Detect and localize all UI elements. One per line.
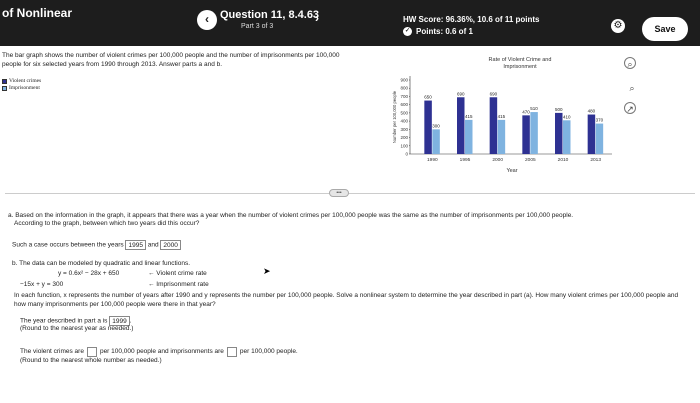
part-b-text: In each function, x represents the numbe… [14,292,679,308]
data-label: 470 [522,109,530,114]
hw-score: HW Score: 96.36%, 10.6 of 11 points [403,15,540,24]
y-tick-label: 0 [405,152,408,157]
x-tick-label: 2010 [558,157,569,163]
check-icon: ✓ [403,27,412,36]
y-tick-label: 700 [400,94,408,99]
y-tick-label: 600 [400,102,408,107]
part-a-answer-line: Such a case occurs between the years 199… [12,240,181,250]
divider [5,193,695,194]
question-part: Part 3 of 3 [241,23,274,30]
data-label: 480 [588,109,596,114]
chevron-right-icon: › [315,11,319,25]
year-prefix: The year described in part a is [20,317,108,325]
x-axis-label: Year [506,168,517,174]
legend-item-violent: Violent crimes [2,78,41,85]
equation-imprisonment: −15x + y = 300 [20,281,64,288]
year1-input[interactable]: 1995 [125,240,146,250]
bar-imprisonment [497,119,506,154]
previous-question-button[interactable]: ‹ [197,10,217,30]
equation-imprisonment-label: ← Imprisonment rate [148,281,209,288]
final-note: (Round to the nearest whole number as ne… [20,357,162,364]
y-axis-label: Number per 100,000 people [392,90,397,143]
app-title: of Nonlinear [2,6,73,20]
data-label: 650 [424,95,432,100]
problem-intro: The bar graph shows the number of violen… [2,52,340,68]
x-tick-label: 2000 [492,157,503,163]
imprisonments-input[interactable] [226,347,237,357]
bar-violent [587,114,596,154]
bar-imprisonment [595,123,604,154]
final-suffix: per 100,000 people. [239,347,298,355]
data-label: 510 [530,106,538,111]
legend-item-imprisonment: Imprisonment [2,85,41,92]
y-tick-label: 100 [400,143,408,148]
data-label: 300 [432,123,440,128]
data-label: 415 [465,114,473,119]
legend-label: Imprisonment [9,85,40,91]
final-mid: per 100,000 people and imprisonments are [99,347,224,355]
y-tick-label: 500 [400,110,408,115]
equation-violent-label: ← Violent crime rate [148,270,207,277]
x-tick-label: 1990 [427,157,438,163]
data-label: 415 [498,114,506,119]
part-b-title: b. The data can be modeled by quadratic … [12,260,191,267]
violent-crimes-input[interactable] [86,347,97,357]
zoom-in-icon[interactable]: ⌕ [624,57,636,69]
legend-swatch [2,79,7,84]
legend-swatch [2,86,7,91]
part-a-question: a. Based on the information in the graph… [8,212,574,219]
data-label: 690 [457,91,465,96]
question-title: Question 11, 8.4.63 [220,9,320,21]
bar-imprisonment [432,129,440,154]
data-label: 690 [490,91,498,96]
answer-mid: and [147,241,159,249]
final-answer-line: The violent crimes are per 100,000 peopl… [20,347,298,357]
bar-violent [555,112,563,154]
points-label: Points: 0.6 of 1 [416,27,473,36]
x-tick-label: 1995 [460,157,471,163]
bar-imprisonment [530,112,538,154]
data-label: 500 [555,107,563,112]
zoom-out-icon[interactable]: ⌕ [629,83,635,93]
x-tick-label: 2005 [525,157,536,163]
chart-legend: Violent crimes Imprisonment [2,78,41,92]
y-tick-label: 800 [400,86,408,91]
year-answer-line: The year described in part a is 1999. [20,316,132,326]
equation-violent: y = 0.6x² − 28x + 650 [58,270,120,277]
bar-violent [424,100,432,154]
save-button[interactable]: Save [642,17,688,41]
bar-imprisonment [563,120,571,154]
y-tick-label: 900 [400,78,408,83]
year-suffix: . [129,317,132,325]
final-prefix: The violent crimes are [20,347,84,355]
gear-icon: ⚙ [613,20,623,31]
part-a-note: According to the graph, between which tw… [14,220,200,227]
chevron-left-icon: ‹ [205,12,209,26]
next-question-button[interactable]: › [315,11,319,25]
bar-imprisonment [465,119,473,154]
answer-prefix: Such a case occurs between the years [12,241,124,249]
data-label: 410 [563,114,571,119]
top-bar: of Nonlinear ‹ Question 11, 8.4.63 Part … [0,0,700,46]
y-tick-label: 200 [400,135,408,140]
year-note: (Round to the nearest year as needed.) [20,325,134,332]
year2-input[interactable]: 2000 [160,240,181,250]
bar-violent [522,115,530,154]
chart-title: Rate of Violent Crime and [489,57,552,63]
legend-label: Violent crimes [9,78,42,84]
bar-violent [489,97,498,154]
points-status: ✓ Points: 0.6 of 1 [403,27,473,36]
y-tick-label: 400 [400,119,408,124]
expand-button[interactable]: ••• [329,189,349,197]
year-input[interactable]: 1999 [109,316,130,326]
data-label: 370 [596,118,604,123]
bar-violent [457,97,465,154]
x-tick-label: 2013 [590,157,601,163]
chart-title-line2: Imprisonment [503,64,537,70]
y-tick-label: 300 [400,127,408,132]
settings-button[interactable]: ⚙ [611,19,625,33]
popout-icon[interactable]: ↗ [624,102,636,114]
mouse-cursor-icon: ➤ [263,266,271,276]
